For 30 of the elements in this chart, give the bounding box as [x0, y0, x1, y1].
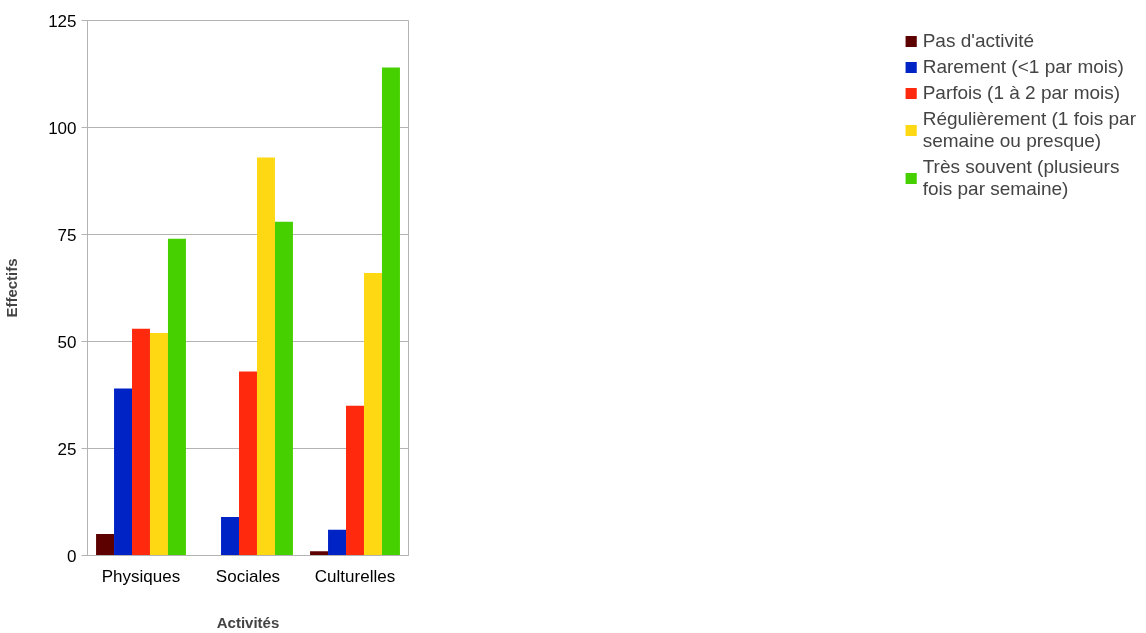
bar: [346, 405, 364, 556]
bar: [363, 273, 382, 556]
bar: [96, 534, 115, 556]
bar: [239, 371, 257, 556]
bar: [328, 529, 347, 556]
x-axis-title: Activités: [216, 613, 280, 631]
y-tick-label: 75: [57, 225, 77, 245]
legend-label: Régulièrement (1 fois par semaine ou presque): [922, 108, 1136, 152]
legend-label: Pas d'activité: [922, 30, 1035, 52]
bar: [149, 332, 168, 556]
y-tick-label: 100: [48, 118, 77, 138]
legend-label: Parfois (1 à 2 par mois): [922, 82, 1121, 104]
bar: [310, 551, 329, 556]
y-tick-label: 125: [48, 11, 77, 31]
bar: [221, 516, 240, 556]
y-axis-title: Effectifs: [3, 258, 21, 318]
bar: [256, 157, 275, 556]
bar: [114, 388, 133, 556]
y-tick-label: 25: [57, 439, 77, 459]
bar: [381, 67, 400, 556]
x-tick-label: Physiques: [101, 566, 181, 586]
bar: [167, 238, 186, 556]
legend-label: Très souvent (plusieurs fois par semaine): [922, 156, 1120, 200]
y-tick-label: 50: [57, 332, 77, 352]
y-tick-label: 0: [67, 546, 77, 566]
x-tick-label: Sociales: [215, 566, 281, 586]
bar: [132, 328, 150, 556]
legend-label: Rarement (<1 par mois): [922, 56, 1124, 78]
bar: [274, 221, 293, 556]
x-tick-label: Culturelles: [314, 566, 396, 586]
